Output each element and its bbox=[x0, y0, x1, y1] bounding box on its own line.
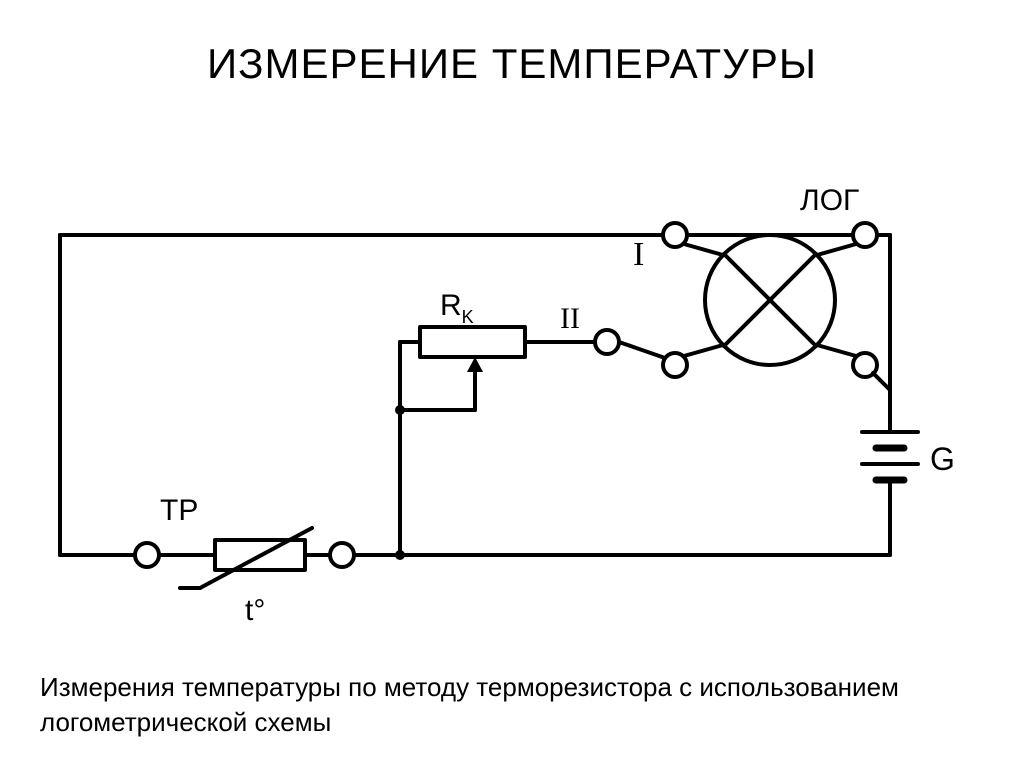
terminal-node bbox=[135, 543, 159, 567]
page-root: ИЗМЕРЕНИЕ ТЕМПЕРАТУРЫ bbox=[0, 0, 1024, 767]
label-I: I bbox=[633, 236, 644, 273]
label-log: ЛОГ bbox=[800, 184, 859, 217]
logometer bbox=[663, 223, 877, 377]
page-title: ИЗМЕРЕНИЕ ТЕМПЕРАТУРЫ bbox=[0, 40, 1024, 88]
potentiometer-body bbox=[420, 327, 525, 357]
caption-text: Измерения температуры по методу терморез… bbox=[40, 670, 980, 740]
label-t-deg: t° bbox=[245, 594, 265, 627]
label-Rk: RK bbox=[440, 289, 474, 327]
terminal-node bbox=[595, 330, 619, 354]
label-TP: ТР bbox=[160, 494, 198, 527]
wire bbox=[873, 373, 890, 390]
potentiometer-wiper bbox=[395, 357, 483, 415]
battery-symbol bbox=[862, 420, 918, 480]
label-II: II bbox=[560, 302, 580, 335]
label-G: G bbox=[930, 441, 955, 477]
wire bbox=[619, 342, 665, 358]
terminal-node bbox=[330, 543, 354, 567]
